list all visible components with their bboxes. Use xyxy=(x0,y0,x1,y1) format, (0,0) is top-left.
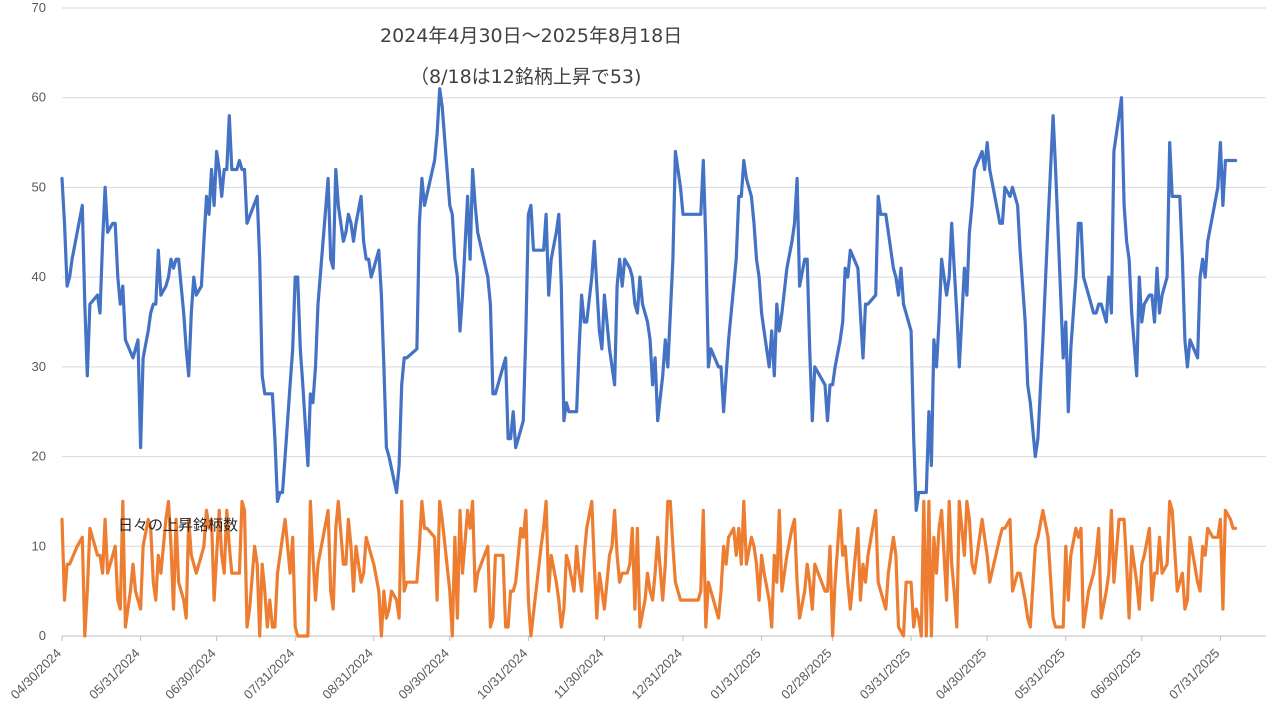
x-tick-label: 12/31/2024 xyxy=(629,646,686,703)
x-axis-tick-labels: 04/30/2024 05/31/2024 06/30/2024 07/31/2024… xyxy=(7,636,1222,702)
x-tick-label: 10/31/2024 xyxy=(474,646,531,703)
series-line-1 xyxy=(60,87,1238,512)
y-tick-label: 40 xyxy=(32,269,46,284)
y-tick-label: 50 xyxy=(32,179,46,194)
y-tick-label: 0 xyxy=(39,628,46,643)
y-axis-tick-labels: 0 10 20 30 40 50 60 70 xyxy=(32,0,46,643)
y-tick-label: 30 xyxy=(32,359,46,374)
x-tick-label: 05/31/2025 xyxy=(1011,646,1068,703)
x-tick-label: 07/31/2024 xyxy=(241,646,298,703)
y-tick-label: 10 xyxy=(32,538,46,553)
x-tick-label: 09/30/2024 xyxy=(395,646,452,703)
x-tick-label: 04/30/2024 xyxy=(7,646,64,703)
x-tick-label: 07/31/2025 xyxy=(1166,646,1223,703)
x-tick-label: 01/31/2025 xyxy=(707,646,764,703)
x-tick-label: 06/30/2024 xyxy=(162,646,219,703)
series-line-2 xyxy=(60,499,1238,638)
series-lines xyxy=(60,87,1238,638)
x-tick-label: 11/30/2024 xyxy=(551,646,607,702)
chart-title: 2024年4月30日～2025年8月18日 xyxy=(380,25,682,47)
y-tick-label: 70 xyxy=(32,0,46,15)
x-tick-label: 02/28/2025 xyxy=(778,646,835,703)
x-tick-label: 08/31/2024 xyxy=(319,646,376,703)
x-tick-label: 05/31/2024 xyxy=(86,646,143,703)
chart-subtitle: （8/18は12銘柄上昇で53) xyxy=(410,66,641,88)
annotation-daily-rising: 日々の上昇銘柄数 xyxy=(118,516,238,534)
x-tick-label: 03/31/2025 xyxy=(857,646,914,703)
x-tick-label: 06/30/2025 xyxy=(1087,646,1144,703)
grid-lines xyxy=(62,7,1266,637)
y-tick-label: 60 xyxy=(32,90,46,105)
y-tick-label: 20 xyxy=(32,449,46,464)
x-tick-label: 04/30/2025 xyxy=(933,646,990,703)
